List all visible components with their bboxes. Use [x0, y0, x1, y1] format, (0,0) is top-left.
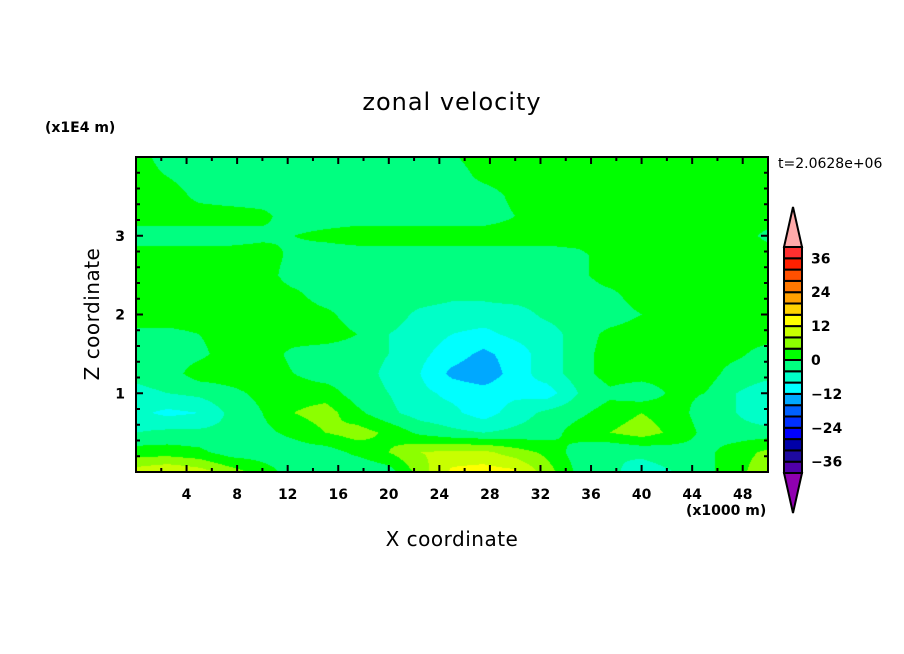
colorbar-label: 12 [811, 319, 830, 335]
colorbar-box [783, 449, 803, 463]
colorbar-box [783, 460, 803, 475]
colorbar-label: 0 [811, 353, 821, 369]
y-unit-label: (x1E4 m) [45, 120, 116, 136]
x-tick-label: 40 [632, 487, 652, 503]
colorbar-box [783, 268, 803, 282]
colorbar-box [783, 426, 803, 441]
colorbar-box [783, 336, 803, 350]
colorbar-box [783, 359, 803, 373]
colorbar-box [783, 404, 803, 418]
colorbar-label: −12 [811, 387, 842, 403]
x-tick-label: 36 [581, 487, 600, 503]
time-annotation: t=2.0628e+06 [778, 156, 883, 172]
colorbar-over-triangle [782, 206, 804, 248]
x-tick-label: 4 [182, 487, 192, 503]
x-tick-label: 12 [278, 487, 297, 503]
colorbar-box [783, 438, 803, 452]
colorbar-box [783, 313, 803, 328]
colorbar-label: −24 [811, 421, 842, 437]
colorbar-under-triangle [782, 472, 804, 514]
contour-field [136, 157, 768, 472]
colorbar-box [783, 347, 803, 362]
x-tick-label: 8 [232, 487, 242, 503]
x-tick-label: 28 [480, 487, 499, 503]
chart-title: zonal velocity [362, 88, 542, 116]
colorbar-label: 24 [811, 285, 831, 301]
colorbar-label: −36 [811, 455, 842, 471]
x-tick-label: 20 [379, 487, 399, 503]
colorbar-box [783, 291, 803, 305]
colorbar-box [783, 415, 803, 429]
colorbar-box [783, 302, 803, 316]
colorbar-box [783, 381, 803, 395]
x-axis-label: X coordinate [385, 527, 519, 551]
x-tick-label: 16 [328, 487, 347, 503]
y-tick-label: 1 [115, 386, 125, 402]
x-tick-label: 24 [430, 487, 450, 503]
x-tick-label: 48 [733, 487, 752, 503]
x-tick-label: 32 [531, 487, 550, 503]
x-unit-label: (x1000 m) [686, 503, 767, 519]
colorbar-box [783, 370, 803, 384]
plot-frame [135, 156, 769, 473]
colorbar-box [783, 279, 803, 294]
y-tick-label: 2 [115, 308, 125, 324]
x-tick-label: 44 [682, 487, 702, 503]
y-tick-label: 3 [115, 229, 125, 245]
colorbar-box [783, 392, 803, 407]
colorbar-box [783, 257, 803, 271]
colorbar-box [783, 325, 803, 339]
colorbar-label: 36 [811, 251, 830, 267]
colorbar-box [783, 246, 803, 260]
